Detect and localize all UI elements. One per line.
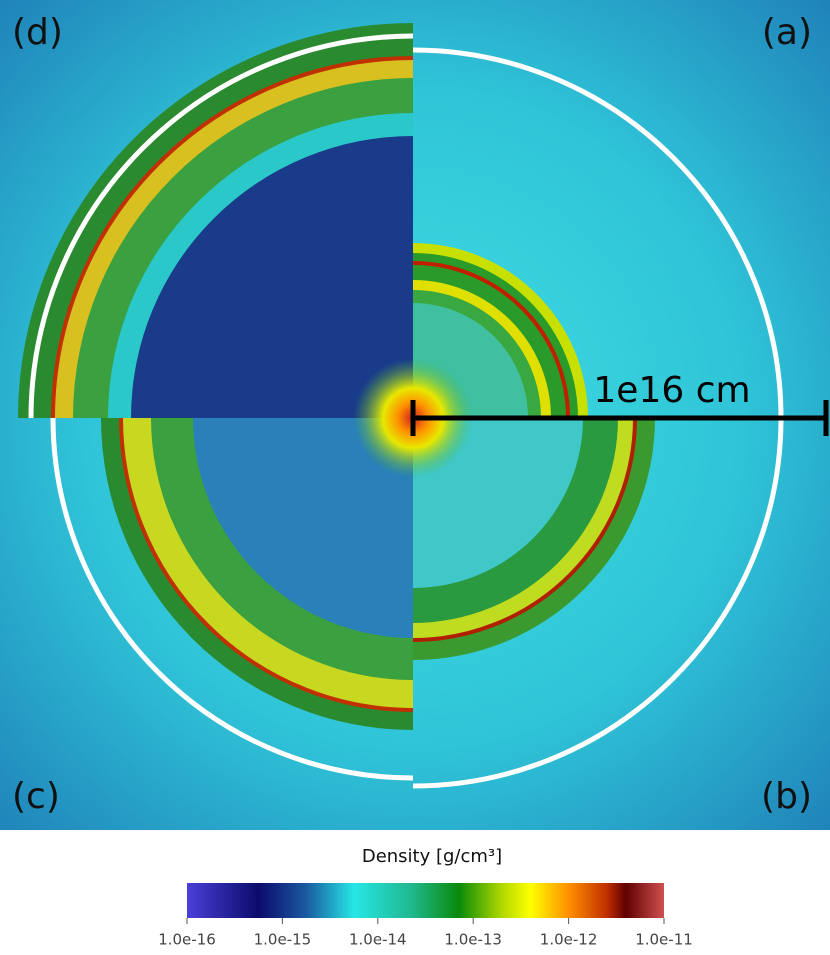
panel-label: (a)	[762, 12, 812, 53]
colorbar-title: Density [g/cm³]	[362, 846, 502, 867]
colorbar-tick-label: 1.0e-11	[635, 931, 693, 949]
panel-b	[413, 418, 784, 789]
colorbar	[187, 883, 664, 918]
scale-bar-label: 1e16 cm	[593, 370, 750, 411]
colorbar-tick-label: 1.0e-14	[349, 931, 407, 949]
colorbar-tick-label: 1.0e-16	[158, 931, 216, 949]
panel-label: (c)	[12, 776, 60, 817]
colorbar-tick-label: 1.0e-13	[444, 931, 502, 949]
panel-label: (d)	[12, 12, 63, 53]
colorbar-tick-label: 1.0e-15	[254, 931, 312, 949]
colorbar-tick-label: 1.0e-12	[540, 931, 598, 949]
panel-label: (b)	[761, 776, 812, 817]
panel-d	[18, 23, 413, 418]
panel-c	[50, 418, 413, 781]
